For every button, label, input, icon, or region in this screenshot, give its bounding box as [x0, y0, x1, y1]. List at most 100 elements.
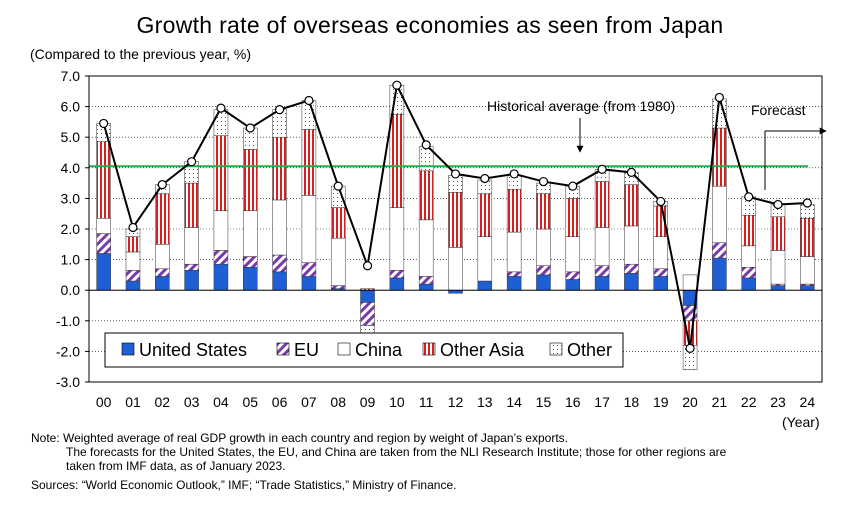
bar-segment-united-states — [96, 253, 111, 291]
x-tick-label: 21 — [712, 394, 728, 410]
bar-segment-eu — [712, 242, 727, 259]
y-tick-label: -1.0 — [56, 313, 80, 329]
x-tick-label: 04 — [213, 394, 229, 410]
plot-frame — [88, 75, 823, 383]
bar-segment-other-asia — [418, 170, 434, 221]
bar-segment-other-asia — [565, 198, 581, 237]
x-tick-label: 09 — [360, 394, 376, 410]
bar-segment-united-states — [741, 277, 756, 291]
x-tick-label: 23 — [770, 394, 786, 410]
x-tick-label: 06 — [272, 394, 288, 410]
historical-average-label: Historical average (from 1980) — [487, 98, 675, 114]
x-tick-label: 00 — [96, 394, 112, 410]
y-tick-label: -2.0 — [56, 343, 80, 359]
bar-segment-united-states — [712, 257, 727, 291]
bar-segment-other-asia — [800, 218, 815, 257]
bar-segment-other-asia — [272, 136, 287, 201]
bar-segment-other-asia — [213, 135, 229, 211]
bar-segment-united-states — [594, 276, 610, 291]
x-tick-label: 20 — [682, 394, 698, 410]
bar-segment-china — [565, 236, 581, 273]
bar-segment-china — [624, 225, 639, 265]
bar-segment-other — [213, 109, 229, 136]
legend-item-china: China — [337, 340, 403, 360]
bar-segment-china — [184, 227, 199, 265]
total-point — [304, 95, 314, 106]
bar-segment-china — [741, 245, 756, 268]
x-tick-label: 15 — [536, 394, 552, 410]
bar-segment-other-asia — [125, 236, 141, 253]
bar-segment-china — [272, 199, 287, 256]
bar-segment-united-states — [301, 276, 317, 291]
total-line — [99, 80, 812, 353]
bar-segment-other-asia — [477, 193, 493, 237]
bar-segment-china — [800, 256, 815, 285]
bar-segment-china — [682, 274, 698, 291]
y-tick-label: 5.0 — [61, 129, 81, 145]
x-tick-label: 13 — [477, 394, 493, 410]
y-axis-units-label: (Compared to the previous year, %) — [30, 46, 251, 62]
bar-segment-united-states — [565, 279, 581, 291]
bar-segment-united-states — [389, 277, 405, 291]
total-point — [685, 343, 695, 353]
x-tick-label: 11 — [419, 394, 434, 410]
bar-segment-other-asia — [243, 149, 258, 211]
bar-segment-eu — [360, 302, 375, 326]
legend-swatch-united-states — [121, 342, 135, 356]
x-tick-label: 17 — [594, 394, 610, 410]
bar-segment-china — [243, 210, 258, 257]
bar-segment-china — [594, 227, 610, 266]
bar-segment-eu — [301, 262, 317, 277]
bar-segment-eu — [565, 271, 581, 280]
total-point — [274, 105, 285, 115]
bar-segment-china — [330, 237, 346, 286]
x-axis-unit-label: (Year) — [782, 414, 820, 430]
bar-segment-eu — [506, 271, 522, 277]
chart-title: Growth rate of overseas economies as see… — [136, 12, 724, 38]
bar-segment-eu — [418, 276, 434, 285]
bar-segment-united-states — [770, 285, 786, 291]
bar-segment-eu — [155, 268, 170, 277]
bar-segment-united-states — [477, 280, 493, 291]
bar-segment-china — [506, 231, 522, 273]
stacked-bars — [96, 84, 815, 371]
total-point — [656, 196, 666, 207]
total-point — [773, 199, 783, 210]
x-tick-label: 16 — [565, 394, 581, 410]
bar-segment-china — [155, 244, 170, 270]
y-tick-label: 1.0 — [61, 252, 81, 268]
bar-segment-eu — [653, 268, 668, 277]
bar-segment-other-asia — [155, 193, 170, 245]
y-tick-label: 7.0 — [61, 68, 81, 84]
total-point — [597, 164, 607, 174]
legend-swatch-other — [549, 342, 563, 356]
bar-segment-other-asia — [770, 216, 786, 251]
bar-segment-other-asia — [594, 181, 610, 228]
bar-segment-united-states — [155, 276, 170, 291]
bar-segment-china — [536, 228, 551, 266]
y-tick-label: 0.0 — [61, 282, 81, 298]
total-point — [157, 180, 167, 190]
bar-segment-eu — [536, 265, 551, 276]
legend-swatch-other-asia — [422, 342, 436, 356]
total-point — [568, 181, 578, 191]
bar-segment-china — [448, 247, 463, 291]
bar-segment-united-states — [272, 271, 287, 291]
bar-segment-china — [418, 219, 434, 277]
y-tick-label: 4.0 — [61, 160, 81, 176]
legend-item-other: Other — [549, 340, 612, 360]
bar-segment-china — [653, 236, 668, 270]
bar-segment-china — [96, 218, 111, 234]
legend-label-eu: EU — [294, 340, 319, 360]
x-tick-label: 22 — [741, 394, 757, 410]
y-tick-label: 2.0 — [61, 221, 81, 237]
x-tick-label: 18 — [624, 394, 640, 410]
bar-segment-united-states — [653, 276, 668, 291]
axes: 7.0 6.0 5.0 4.0 3.0 2.0 1.0 0.0 -1.0 -2.0 -3.0 00 01… — [56, 68, 823, 410]
total-point — [245, 123, 255, 133]
bar-segment-other-asia — [506, 188, 522, 233]
total-point — [216, 103, 226, 113]
bar-segment-eu — [741, 267, 756, 279]
x-tick-label: 07 — [301, 394, 317, 410]
legend-swatch-china — [337, 342, 351, 356]
